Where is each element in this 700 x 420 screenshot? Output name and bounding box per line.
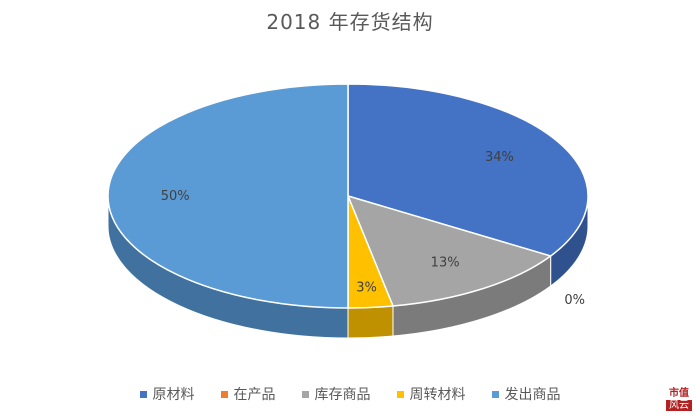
- data-label-finished-goods: 13%: [431, 256, 460, 271]
- legend-label: 发出商品: [504, 387, 561, 403]
- logo-top-text: 市值: [669, 388, 689, 399]
- legend-label: 库存商品: [314, 387, 371, 403]
- legend-item-goods-shipped: 发出商品: [491, 384, 561, 404]
- data-label-goods-shipped: 50%: [161, 189, 190, 204]
- legend-label: 在产品: [233, 387, 276, 403]
- legend-label: 原材料: [152, 387, 195, 403]
- data-label-revolving-materials: 3%: [356, 280, 377, 295]
- legend-item-work-in-progress: 在产品: [220, 384, 276, 404]
- data-label-work-in-progress: 0%: [564, 293, 585, 308]
- pie-side-revolving-materials: [347, 305, 394, 339]
- legend: 原材料 在产品 库存商品 周转材料 发出商品: [0, 384, 700, 404]
- chart-title: 2018 年存货结构: [266, 10, 434, 34]
- brand-logo: 市值 风云: [666, 388, 692, 414]
- legend-item-revolving-materials: 周转材料: [396, 384, 466, 404]
- legend-swatch: [491, 390, 499, 398]
- legend-swatch: [139, 390, 147, 398]
- pie-slice-finished-goods: [346, 194, 553, 307]
- legend-item-finished-goods: 库存商品: [301, 384, 371, 404]
- legend-label: 周转材料: [409, 387, 466, 403]
- legend-item-raw-materials: 原材料: [139, 384, 195, 404]
- legend-swatch: [301, 390, 309, 398]
- legend-swatch: [220, 390, 228, 398]
- pie-slice-goods-shipped: [107, 83, 349, 309]
- legend-swatch: [396, 390, 404, 398]
- logo-bottom-text: 风云: [666, 400, 692, 411]
- data-label-raw-materials: 34%: [485, 150, 514, 165]
- pie-data-labels: 34% 0% 13% 3% 50%: [161, 150, 585, 308]
- pie-top-faces: [107, 83, 589, 309]
